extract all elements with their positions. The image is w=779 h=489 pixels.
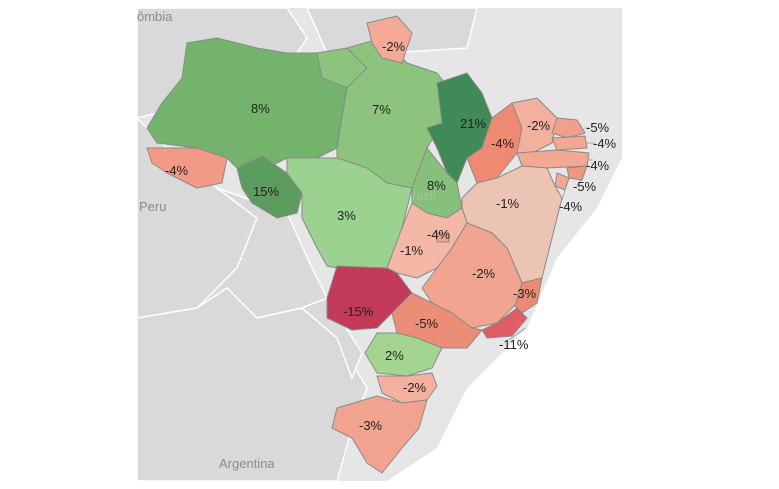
state-alagoas[interactable] bbox=[566, 165, 588, 181]
leader-lines bbox=[508, 127, 595, 341]
country-label-argentina: Argentina bbox=[219, 456, 275, 471]
label-amapa: -2% bbox=[382, 39, 406, 54]
label-distrito-federal: -4% bbox=[427, 227, 451, 242]
state-santa-catarina[interactable] bbox=[376, 372, 438, 404]
label-rondonia: 15% bbox=[253, 184, 279, 199]
label-goias: -1% bbox=[400, 243, 424, 258]
state-parana[interactable] bbox=[364, 332, 443, 377]
state-acre[interactable] bbox=[146, 147, 228, 189]
state-ceara[interactable] bbox=[511, 97, 558, 154]
label-santa-catarina: -2% bbox=[403, 380, 427, 395]
label-acre: -4% bbox=[165, 163, 189, 178]
label-ceara: -2% bbox=[527, 118, 551, 133]
label-pernambuco: -4% bbox=[586, 158, 610, 173]
label-para: 7% bbox=[372, 102, 391, 117]
country-label-brazil: razil bbox=[412, 188, 436, 203]
label-espirito-santo: -3% bbox=[513, 286, 537, 301]
map-area[interactable]: ômbia Peru Argentina razil 8% 7% -2% 21%… bbox=[137, 8, 622, 481]
label-rio-grande-do-norte: -5% bbox=[586, 120, 610, 135]
label-paraiba: -4% bbox=[593, 136, 617, 151]
state-maranhao[interactable] bbox=[426, 72, 493, 184]
label-alagoas: -5% bbox=[573, 179, 597, 194]
state-pernambuco[interactable] bbox=[516, 149, 590, 169]
paraguay-region bbox=[300, 297, 363, 381]
state-espirito-santo[interactable] bbox=[514, 277, 543, 314]
label-maranhao: 21% bbox=[460, 116, 486, 131]
label-parana: 2% bbox=[385, 348, 404, 363]
state-rondonia[interactable] bbox=[236, 155, 303, 219]
state-rio-de-janeiro[interactable] bbox=[481, 307, 528, 339]
label-rio-de-janeiro: -11% bbox=[499, 337, 529, 352]
label-mato-grosso-do-sul: -15% bbox=[343, 304, 374, 319]
label-bahia: -1% bbox=[496, 196, 520, 211]
brazil-map[interactable]: ômbia Peru Argentina razil 8% 7% -2% 21%… bbox=[137, 8, 622, 481]
label-mato-grosso: 3% bbox=[337, 208, 356, 223]
label-piaui: -4% bbox=[491, 136, 515, 151]
country-label-peru: Peru bbox=[139, 199, 166, 214]
label-amazonas: 8% bbox=[251, 101, 270, 116]
state-distrito-federal[interactable] bbox=[436, 232, 450, 243]
state-rio-grande-do-sul[interactable] bbox=[331, 395, 428, 474]
state-sergipe[interactable] bbox=[554, 172, 570, 191]
ocean bbox=[387, 8, 622, 481]
label-tocantins: 8% bbox=[427, 178, 446, 193]
label-sergipe: -4% bbox=[559, 199, 583, 214]
state-rio-grande-do-norte[interactable] bbox=[551, 117, 586, 139]
state-amapa[interactable] bbox=[366, 15, 413, 64]
state-mato-grosso-do-sul[interactable] bbox=[326, 265, 413, 331]
label-sao-paulo: -5% bbox=[415, 316, 439, 331]
state-paraiba[interactable] bbox=[551, 135, 588, 151]
label-minas-gerais: -2% bbox=[472, 266, 496, 281]
country-label-colombia: ômbia bbox=[137, 9, 173, 24]
label-rio-grande-do-sul: -3% bbox=[359, 418, 383, 433]
